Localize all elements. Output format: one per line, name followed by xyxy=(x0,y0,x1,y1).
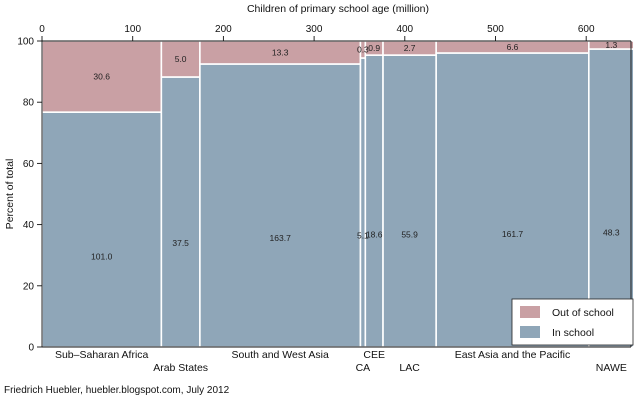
axes-layer: 0 100 200 300 400 500 600 0 20 40 60 80 100 xyxy=(17,24,595,354)
value-label-in-school-sub-saharan-africa: 101.0 xyxy=(91,252,113,262)
credit-text: Friedrich Huebler, huebler.blogspot.com,… xyxy=(4,385,230,396)
y-tick-label-100: 100 xyxy=(17,37,34,48)
bar-in-school-lac xyxy=(382,54,437,348)
y-tick-label-80: 80 xyxy=(23,98,35,109)
y-tick-label-40: 40 xyxy=(23,220,35,231)
value-label-in-school-arab-states: 37.5 xyxy=(172,238,189,248)
bar-in-school-sub-saharan-africa xyxy=(41,111,163,348)
x-tick-label-600: 600 xyxy=(578,24,595,35)
x-tick-label-0: 0 xyxy=(39,24,45,35)
category-label-nawe: NAWE xyxy=(596,362,627,374)
value-label-out-of-school-nawe: 1.3 xyxy=(605,40,617,50)
bar-in-school-south-and-west-asia xyxy=(199,63,362,348)
x-axis-title: Children of primary school age (million) xyxy=(247,3,429,15)
category-label-lac: LAC xyxy=(399,362,420,374)
value-label-in-school-lac: 55.9 xyxy=(401,230,418,240)
value-label-out-of-school-arab-states: 5.0 xyxy=(175,54,187,64)
value-label-in-school-east-asia-and-the-pacific: 161.7 xyxy=(502,229,524,239)
category-label-east-asia-and-the-pacific: East Asia and the Pacific xyxy=(455,349,571,361)
y-tick-label-60: 60 xyxy=(23,159,35,170)
labels-layer: 101.0 30.6 Sub–Saharan Africa 37.5 5.0 Arab S… xyxy=(55,40,627,374)
value-label-out-of-school-east-asia-and-the-pacific: 6.6 xyxy=(507,42,519,52)
bar-in-school-cee xyxy=(364,54,384,348)
bars-layer xyxy=(41,40,635,348)
bar-out-of-school-sub-saharan-africa xyxy=(41,40,163,113)
category-label-cee: CEE xyxy=(363,349,385,361)
value-label-out-of-school-lac: 2.7 xyxy=(404,43,416,53)
axes-frame xyxy=(41,40,632,348)
x-tick-label-200: 200 xyxy=(215,24,232,35)
category-label-sub-saharan-africa: Sub–Saharan Africa xyxy=(55,349,149,361)
legend-label-out-of-school: Out of school xyxy=(552,307,614,319)
y-tick-label-0: 0 xyxy=(28,343,34,354)
legend-label-in-school: In school xyxy=(552,327,594,339)
value-label-in-school-cee: 18.6 xyxy=(366,230,383,240)
value-label-out-of-school-south-and-west-asia: 13.3 xyxy=(272,47,289,57)
bar-in-school-nawe xyxy=(588,48,635,348)
value-label-out-of-school-sub-saharan-africa: 30.6 xyxy=(93,72,110,82)
x-tick-label-300: 300 xyxy=(306,24,323,35)
category-label-south-and-west-asia: South and West Asia xyxy=(232,349,329,361)
y-tick-label-20: 20 xyxy=(23,281,35,292)
x-tick-label-100: 100 xyxy=(124,24,141,35)
y-axis-title: Percent of total xyxy=(4,159,16,230)
value-label-in-school-nawe: 48.3 xyxy=(603,227,620,237)
category-label-ca: CA xyxy=(356,362,371,374)
legend-swatch-out-of-school xyxy=(520,306,540,318)
legend: Out of school In school xyxy=(511,298,634,346)
value-label-out-of-school-cee: 0.9 xyxy=(368,43,380,53)
legend-swatch-in-school xyxy=(520,326,540,338)
category-label-arab-states: Arab States xyxy=(153,362,208,374)
value-label-out-of-school-ca: 0.3 xyxy=(357,45,369,55)
bar-in-school-arab-states xyxy=(160,76,201,348)
value-label-in-school-ca: 5.1 xyxy=(357,231,369,241)
value-label-in-school-south-and-west-asia: 163.7 xyxy=(270,233,292,243)
x-tick-label-400: 400 xyxy=(396,24,413,35)
x-tick-label-500: 500 xyxy=(487,24,504,35)
